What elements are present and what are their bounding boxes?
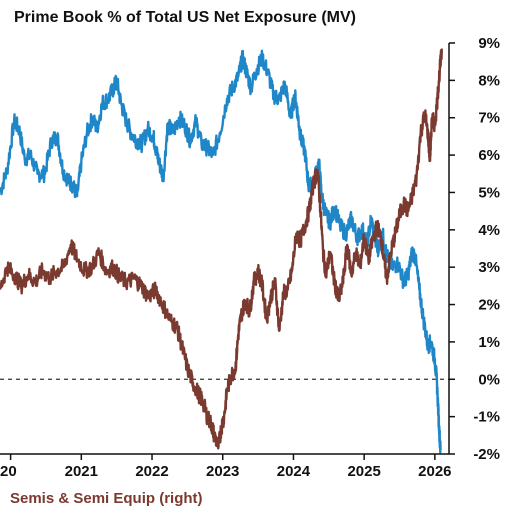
y-tick-label: 8% <box>478 72 500 89</box>
y-tick-label: 7% <box>478 110 500 127</box>
y-tick-label: 2% <box>478 297 500 314</box>
y-tick-label: 6% <box>478 147 500 164</box>
series-layer <box>0 48 444 454</box>
x-tick-label: 20 <box>0 463 17 480</box>
y-tick-label: 5% <box>478 184 500 201</box>
y-axis-ticks: 9% 8% 7% 6% 5% 4% 3% 2% 1% 0% -1% -2% <box>449 35 500 463</box>
brown-series-line <box>0 48 444 450</box>
x-tick-label: 2025 <box>347 463 380 480</box>
y-tick-label: 3% <box>478 259 500 276</box>
x-tick-label: 2022 <box>135 463 168 480</box>
x-axis-ticks: 20 2021 2022 2023 2024 2025 2026 <box>0 454 452 480</box>
blue-series-line <box>0 49 442 454</box>
y-tick-label: 1% <box>478 334 500 351</box>
legend-entry-semis: Semis & Semi Equip (right) <box>10 490 203 507</box>
chart-title: Prime Book % of Total US Net Exposure (M… <box>14 9 356 26</box>
y-tick-label: -1% <box>473 409 500 426</box>
y-tick-label: 0% <box>478 371 500 388</box>
x-tick-label: 2023 <box>206 463 239 480</box>
y-tick-label: 9% <box>478 35 500 52</box>
x-tick-label: 2021 <box>65 463 98 480</box>
y-tick-label: 4% <box>478 222 500 239</box>
x-tick-label: 2026 <box>418 463 451 480</box>
y-tick-label: -2% <box>473 446 500 463</box>
x-tick-label: 2024 <box>277 463 311 480</box>
